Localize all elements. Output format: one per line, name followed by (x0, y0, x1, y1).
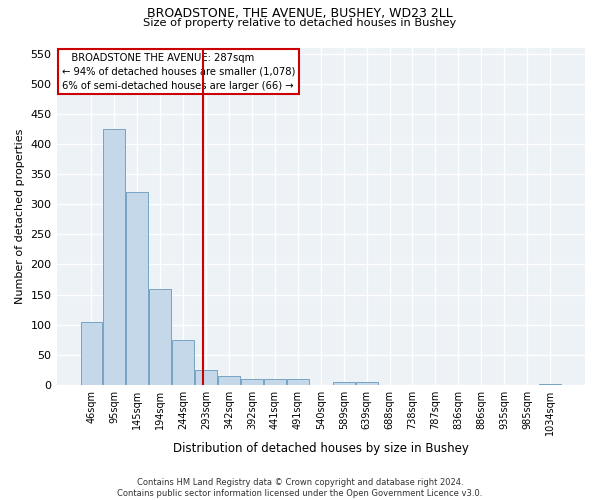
Text: Contains HM Land Registry data © Crown copyright and database right 2024.
Contai: Contains HM Land Registry data © Crown c… (118, 478, 482, 498)
Text: BROADSTONE THE AVENUE: 287sqm
← 94% of detached houses are smaller (1,078)
6% of: BROADSTONE THE AVENUE: 287sqm ← 94% of d… (62, 52, 295, 90)
Bar (80, 322, 103, 385)
Bar (333, 382, 355, 385)
Bar (218, 376, 240, 385)
Text: Size of property relative to detached houses in Bushey: Size of property relative to detached ho… (143, 18, 457, 28)
Bar (356, 382, 377, 385)
Bar (127, 192, 148, 385)
Bar (195, 370, 217, 385)
Bar (241, 379, 263, 385)
Bar (149, 288, 171, 385)
Bar (103, 129, 125, 385)
X-axis label: Distribution of detached houses by size in Bushey: Distribution of detached houses by size … (173, 442, 469, 455)
Bar (539, 384, 561, 385)
Bar (287, 379, 309, 385)
Y-axis label: Number of detached properties: Number of detached properties (15, 128, 25, 304)
Text: BROADSTONE, THE AVENUE, BUSHEY, WD23 2LL: BROADSTONE, THE AVENUE, BUSHEY, WD23 2LL (147, 8, 453, 20)
Bar (172, 340, 194, 385)
Bar (264, 379, 286, 385)
